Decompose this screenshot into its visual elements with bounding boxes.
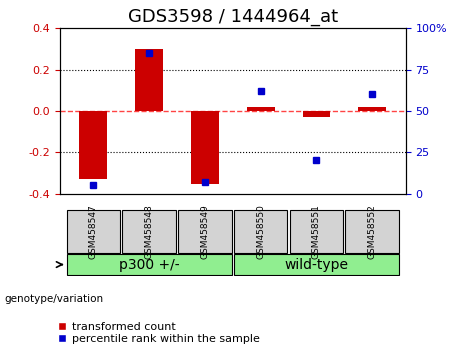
FancyBboxPatch shape bbox=[122, 210, 176, 253]
FancyBboxPatch shape bbox=[178, 210, 232, 253]
FancyBboxPatch shape bbox=[290, 210, 343, 253]
Bar bbox=[302, 111, 331, 117]
Text: GSM458549: GSM458549 bbox=[201, 204, 209, 259]
Text: GSM458550: GSM458550 bbox=[256, 204, 265, 259]
Title: GDS3598 / 1444964_at: GDS3598 / 1444964_at bbox=[128, 8, 338, 25]
Bar bbox=[79, 111, 107, 179]
Bar bbox=[358, 107, 386, 111]
FancyBboxPatch shape bbox=[345, 210, 399, 253]
Text: GSM458552: GSM458552 bbox=[368, 204, 377, 259]
Bar bbox=[247, 107, 275, 111]
FancyBboxPatch shape bbox=[234, 210, 288, 253]
Text: wild-type: wild-type bbox=[284, 258, 349, 272]
FancyBboxPatch shape bbox=[67, 254, 232, 275]
Text: p300 +/-: p300 +/- bbox=[119, 258, 179, 272]
Text: GSM458548: GSM458548 bbox=[145, 204, 154, 259]
Bar bbox=[135, 49, 163, 111]
Text: GSM458547: GSM458547 bbox=[89, 204, 98, 259]
Text: GSM458551: GSM458551 bbox=[312, 204, 321, 259]
FancyBboxPatch shape bbox=[234, 254, 399, 275]
Bar bbox=[191, 111, 219, 184]
FancyBboxPatch shape bbox=[67, 210, 120, 253]
Text: genotype/variation: genotype/variation bbox=[5, 294, 104, 304]
Legend: transformed count, percentile rank within the sample: transformed count, percentile rank withi… bbox=[52, 317, 264, 348]
